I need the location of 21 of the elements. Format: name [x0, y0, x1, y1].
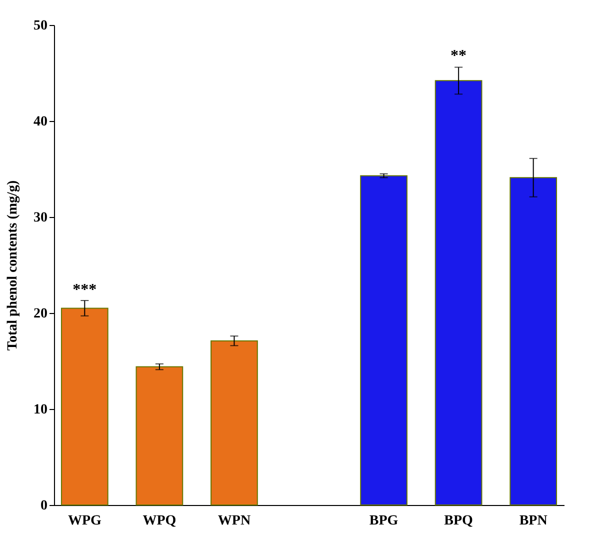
y-axis-title: Total phenol contents (mg/g) [6, 180, 20, 351]
y-tick-label: 20 [34, 306, 48, 322]
bar [136, 366, 184, 506]
y-tick-label: 30 [34, 210, 48, 226]
x-tick-label: WPG [68, 514, 102, 528]
bar [434, 80, 482, 506]
x-tick-label: BPQ [444, 514, 474, 528]
annotation: ** [450, 47, 467, 64]
y-tick-label: 50 [34, 18, 48, 34]
bar [60, 308, 108, 506]
y-tick-label: 40 [34, 114, 48, 130]
bar [510, 177, 558, 506]
x-tick-label: WPQ [142, 514, 176, 528]
x-tick-label: WPN [218, 514, 251, 528]
y-tick-label: 10 [34, 402, 48, 418]
x-tick-label: BPN [519, 514, 548, 528]
y-tick-label: 0 [40, 498, 48, 514]
annotation: *** [72, 282, 97, 299]
bar [360, 175, 408, 506]
x-tick-label: BPG [369, 514, 398, 528]
bar [210, 340, 258, 506]
